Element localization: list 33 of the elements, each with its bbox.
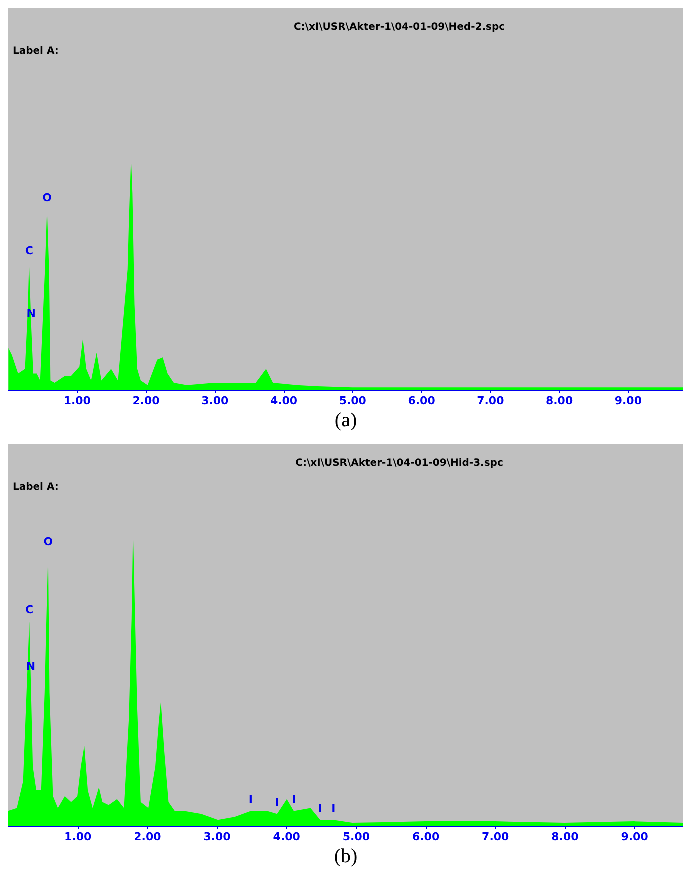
x-tick-label: 5.00 (342, 830, 370, 844)
x-tick-label: 1.00 (64, 830, 92, 844)
annotation: I (275, 796, 280, 810)
annotation: O (44, 536, 54, 549)
x-axis-title: (b) (334, 846, 358, 868)
x-tick-label: 3.00 (204, 830, 232, 844)
x-tick-label: 5.00 (339, 394, 367, 408)
x-tick-label: 2.00 (134, 830, 162, 844)
x-axis-title: (a) (334, 410, 358, 432)
annotation: I (318, 802, 322, 816)
annotation: I (292, 793, 296, 806)
x-tick-label: 7.00 (482, 830, 510, 844)
text: Label A: (13, 46, 59, 57)
x-tick-label: 1.00 (64, 394, 92, 408)
annotation: C (26, 604, 34, 617)
x-tick-label: 4.00 (270, 394, 298, 408)
text: Label A: (13, 482, 59, 493)
x-tick-label: 6.00 (412, 830, 440, 844)
x-tick-label: 8.00 (552, 830, 580, 844)
annotation: O (42, 191, 52, 204)
x-tick-label: 3.00 (202, 394, 230, 408)
annotation: I (248, 793, 253, 806)
x-tick-label: 7.00 (477, 394, 505, 408)
x-tick-label: 2.00 (132, 394, 160, 408)
x-tick-label: 6.00 (408, 394, 436, 408)
annotation: I (332, 802, 336, 816)
x-tick-label: 4.00 (273, 830, 301, 844)
x-tick-label: 9.00 (621, 830, 649, 844)
chart-title: C:\xI\USR\Akter-1\04-01-09\Hid-3.spc (296, 458, 504, 469)
annotation: C (25, 244, 34, 258)
x-tick-label: 9.00 (614, 394, 642, 408)
x-tick-label: 8.00 (546, 394, 574, 408)
chart-title: C:\xI\USR\Akter-1\04-01-09\Hed-2.spc (294, 22, 506, 33)
